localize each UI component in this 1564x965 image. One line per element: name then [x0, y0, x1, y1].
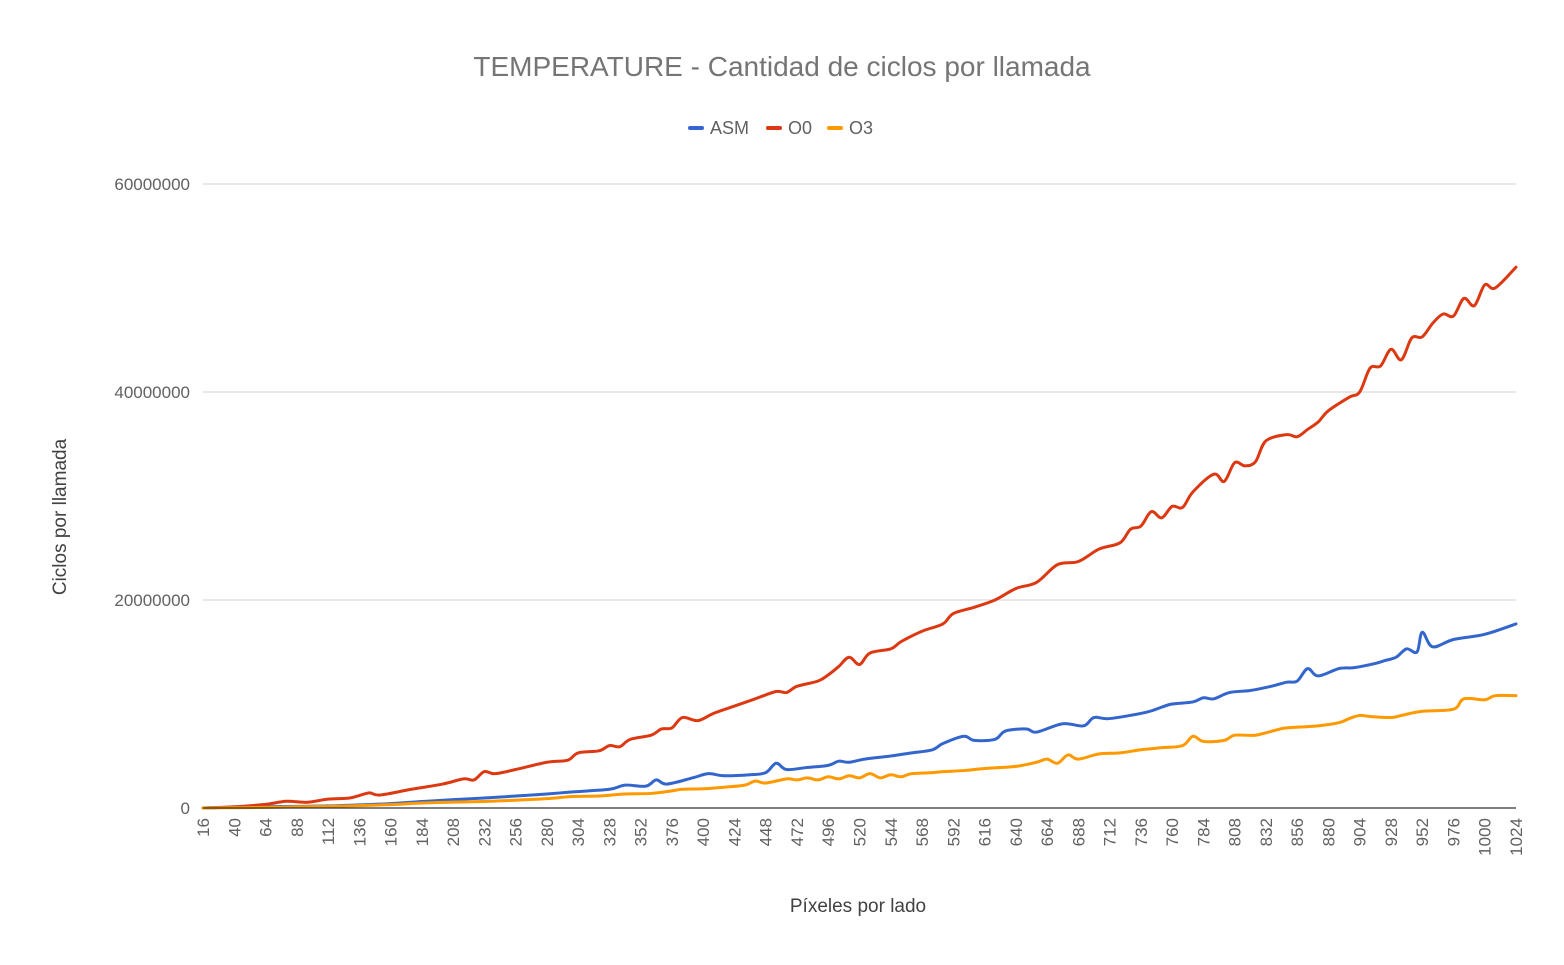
series-line-o3 — [201, 693, 1518, 810]
y-axis-title: Ciclos por llamada — [50, 438, 71, 595]
series-lines — [201, 265, 1518, 810]
legend-label-o3: O3 — [849, 118, 873, 138]
y-tick-label: 60000000 — [114, 175, 190, 194]
x-tick-label: 472 — [788, 818, 807, 846]
x-tick-label: 952 — [1413, 818, 1432, 846]
series-line-asm — [201, 622, 1518, 810]
x-tick-label: 352 — [632, 818, 651, 846]
x-axis-title: Píxeles por lado — [790, 896, 926, 917]
x-tick-label: 400 — [694, 818, 713, 846]
chart-title: TEMPERATURE - Cantidad de ciclos por lla… — [473, 51, 1091, 82]
legend: ASM O0 O3 — [688, 118, 873, 138]
x-tick-label: 808 — [1226, 818, 1245, 846]
x-tick-label: 376 — [663, 818, 682, 846]
x-tick-label: 976 — [1444, 818, 1463, 846]
x-tick-label: 856 — [1288, 818, 1307, 846]
x-tick-label: 832 — [1257, 818, 1276, 846]
x-tick-label: 64 — [257, 818, 276, 837]
x-tick-label: 784 — [1194, 818, 1213, 846]
x-tick-label: 664 — [1038, 818, 1057, 846]
x-tick-label: 88 — [288, 818, 307, 837]
x-tick-label: 280 — [538, 818, 557, 846]
x-tick-label: 1024 — [1507, 818, 1526, 856]
y-tick-label: 0 — [181, 799, 190, 818]
x-tick-label: 544 — [882, 818, 901, 846]
x-tick-label: 424 — [725, 818, 744, 846]
x-tick-label: 184 — [413, 818, 432, 846]
x-tick-label: 112 — [319, 818, 338, 845]
x-tick-label: 232 — [475, 818, 494, 846]
x-tick-label: 712 — [1101, 818, 1120, 846]
x-tick-label: 496 — [819, 818, 838, 846]
x-tick-label: 904 — [1351, 818, 1370, 846]
x-tick-label: 328 — [600, 818, 619, 846]
x-tick-label: 928 — [1382, 818, 1401, 846]
x-tick-label: 520 — [851, 818, 870, 846]
gridlines — [203, 183, 1516, 601]
x-tick-label: 688 — [1069, 818, 1088, 846]
x-tick-label: 208 — [444, 818, 463, 846]
x-tick-label: 760 — [1163, 818, 1182, 846]
x-tick-label: 160 — [382, 818, 401, 846]
x-tick-label: 1000 — [1476, 818, 1495, 856]
x-tick-label: 256 — [507, 818, 526, 846]
x-axis-ticks: 16 40 64 88 112 136 160 184 208 232 256 280 304 328 35… — [194, 818, 1526, 856]
x-tick-label: 16 — [194, 818, 213, 837]
x-tick-label: 136 — [350, 818, 369, 846]
legend-label-o0: O0 — [788, 118, 812, 138]
y-axis-ticks: 0 20000000 40000000 60000000 — [114, 175, 190, 818]
x-tick-label: 592 — [944, 818, 963, 846]
series-line-o0 — [201, 265, 1518, 810]
x-tick-label: 448 — [757, 818, 776, 846]
x-tick-label: 640 — [1007, 818, 1026, 846]
x-tick-label: 880 — [1319, 818, 1338, 846]
x-tick-label: 616 — [976, 818, 995, 846]
y-tick-label: 40000000 — [114, 383, 190, 402]
x-tick-label: 568 — [913, 818, 932, 846]
x-tick-label: 40 — [225, 818, 244, 837]
x-tick-label: 736 — [1132, 818, 1151, 846]
y-tick-label: 20000000 — [114, 591, 190, 610]
x-tick-label: 304 — [569, 818, 588, 846]
legend-label-asm: ASM — [710, 118, 749, 138]
